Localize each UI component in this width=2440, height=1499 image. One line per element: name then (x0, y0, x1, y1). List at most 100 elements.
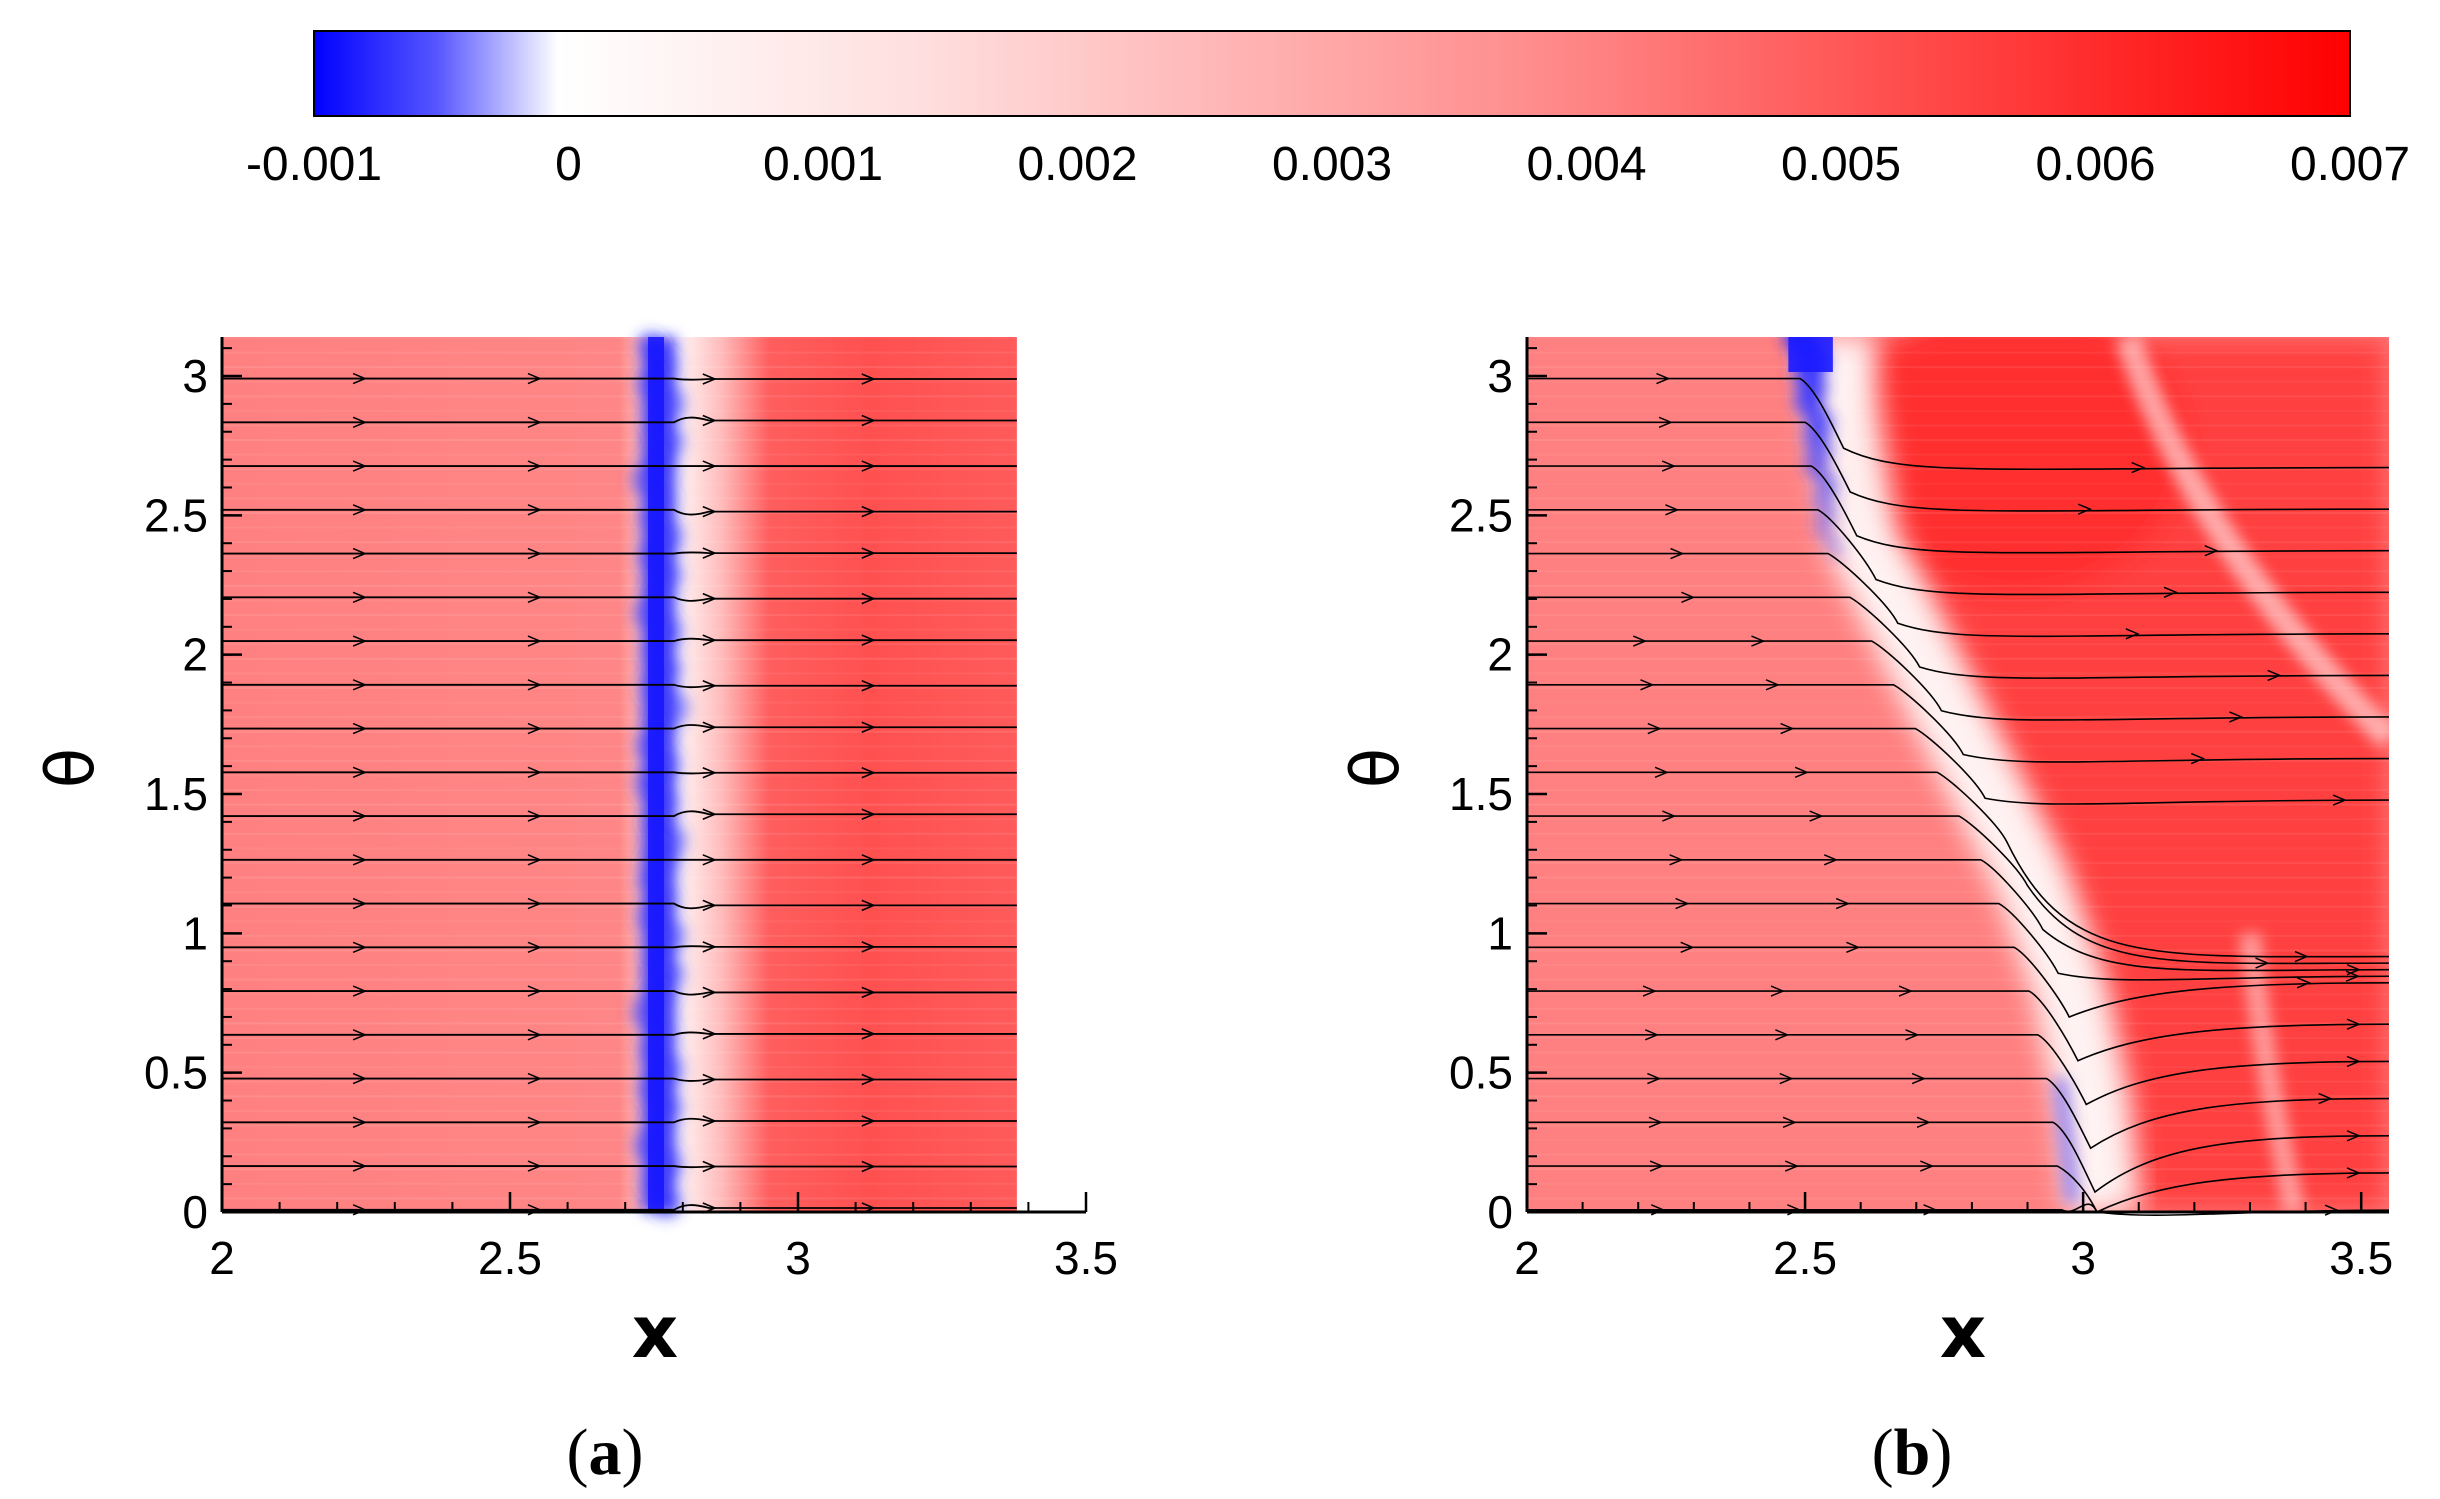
streamline-arrow (1916, 1116, 1931, 1129)
panel-b-y-tick-label: 0.5 (1449, 1047, 1513, 1099)
streamline-arrow (861, 986, 876, 999)
colorbar-tick-label: -0.001 (246, 138, 382, 191)
streamline-arrow (352, 985, 368, 997)
field-band (1527, 1051, 2389, 1054)
streamline-arrow (1770, 985, 1785, 997)
streamline-arrow (1669, 854, 1684, 866)
panel-a: 2 2.5 3 3.5 0 0.5 1 1.5 2 2.5 3 x θ (a) (32, 332, 1118, 1489)
front-blob (2050, 1076, 2071, 1097)
field-band (222, 745, 1017, 748)
streamline-arrow (1662, 810, 1677, 822)
streamline-arrow (352, 854, 368, 866)
streamline-arrow (1898, 985, 1913, 997)
streamline-arrow (352, 1160, 368, 1172)
streamline (222, 551, 1017, 555)
streamline-arrow (1765, 679, 1780, 691)
streamline-arrow (527, 985, 543, 997)
streamline-arrow (527, 1160, 543, 1172)
field-band (1527, 978, 2389, 981)
field-band (1527, 862, 2389, 864)
streamline-arrow (527, 941, 543, 954)
streamline-arrow (352, 547, 368, 560)
streamline-arrow (527, 504, 543, 516)
streamline-arrow (861, 460, 876, 472)
field-band (222, 949, 1017, 952)
streamline-arrow (2163, 586, 2178, 598)
field-band (222, 468, 1017, 471)
streamline-arrow (527, 722, 543, 735)
colorbar: -0.001 0 0.001 0.002 0.003 0.004 0.005 0.006 0.0… (246, 30, 2410, 191)
field-band (1527, 599, 2389, 602)
streamline-arrow (527, 679, 543, 691)
streamline (1527, 465, 2390, 554)
streamline-arrow (702, 414, 717, 427)
colorbar-tick-label: 0.002 (1017, 138, 1137, 191)
streamline-arrow (527, 372, 543, 385)
panel-b: 2 2.5 3 3.5 0 0.5 1 1.5 2 2.5 3 x θ (b) (1337, 337, 2393, 1489)
front-blob (1827, 540, 1846, 560)
streamline-arrow (702, 547, 717, 559)
streamline-arrow (352, 766, 368, 779)
streamline-arrow (352, 722, 368, 735)
streamline (222, 637, 1017, 642)
streamline-arrow (702, 899, 717, 912)
streamline (1527, 596, 2390, 679)
field-band (222, 1109, 1017, 1112)
streamline-arrow (1911, 1072, 1927, 1085)
front-blob (2053, 1107, 2074, 1128)
field-band (1527, 555, 2389, 558)
field-band (1527, 1168, 2389, 1171)
field-band (1527, 818, 2389, 821)
field-band (222, 1197, 1017, 1200)
field-band (222, 1007, 1017, 1010)
streamline-arrow (527, 547, 543, 560)
panel-b-y-tick-label: 2 (1487, 629, 1513, 681)
streamline-arrow (2346, 963, 2361, 976)
streamline (1527, 859, 2390, 972)
front-line (648, 337, 664, 1212)
field-band (1527, 468, 2389, 471)
field-band (1527, 949, 2389, 952)
field-band (222, 409, 1017, 412)
field-band (1527, 614, 2389, 617)
field-band (1527, 687, 2389, 689)
streamline-arrow (702, 634, 717, 646)
field-band (1527, 380, 2389, 383)
panel-a-x-tick-label: 3.5 (1054, 1232, 1118, 1284)
field-band (1527, 453, 2389, 456)
streamline-arrow (702, 1073, 717, 1086)
streamline-arrow (1823, 854, 1839, 866)
streamline-arrow (2204, 545, 2219, 557)
streamline-arrow (352, 1029, 368, 1041)
field-band (1527, 337, 2389, 339)
streamline-arrow (1654, 766, 1670, 779)
field-band (1527, 628, 2389, 631)
field-band (1527, 439, 2389, 442)
streamline-arrow (1920, 1160, 1935, 1172)
streamline-arrow (1661, 460, 1677, 472)
streamline-arrow (2346, 1018, 2361, 1030)
streamline-arrow (1782, 1116, 1797, 1129)
hot-spot (1846, 337, 2187, 596)
panel-b-x-tick-label: 2.5 (1773, 1232, 1837, 1284)
streamline-arrow (1780, 722, 1795, 735)
streamline-arrow (861, 679, 876, 692)
streamline (1527, 727, 2390, 805)
panel-a-axes: 2 2.5 3 3.5 0 0.5 1 1.5 2 2.5 3 (144, 337, 1118, 1284)
streamline-arrow (2332, 794, 2348, 806)
field-band (222, 351, 1017, 354)
field-band (1527, 891, 2389, 894)
field-band (1527, 1007, 2389, 1010)
panel-a-y-axis-label: θ (32, 748, 109, 788)
field-band (1527, 643, 2389, 646)
field-band (1527, 584, 2389, 587)
field-band (222, 1022, 1017, 1025)
streamline-arrow (702, 592, 717, 605)
streamline (1527, 1077, 2390, 1150)
streamline-arrow (2255, 957, 2270, 969)
streamline-arrow (527, 897, 543, 910)
streamline (222, 771, 1017, 775)
field-band (222, 1037, 1017, 1039)
field-band (222, 337, 1017, 339)
